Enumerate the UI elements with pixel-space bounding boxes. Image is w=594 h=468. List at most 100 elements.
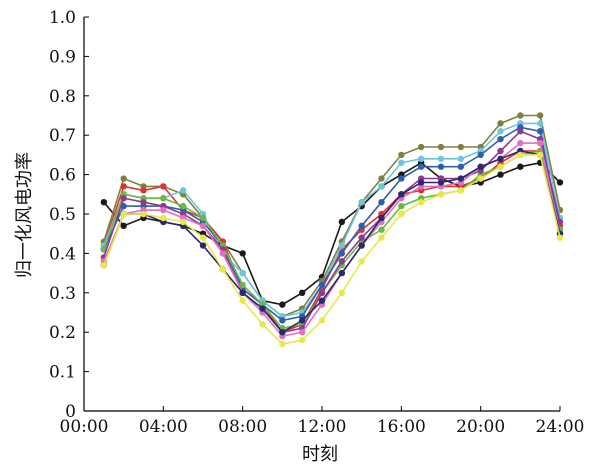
series-line xyxy=(103,130,561,334)
data-point xyxy=(358,242,365,249)
data-point xyxy=(279,317,286,324)
data-point xyxy=(417,163,425,170)
data-point xyxy=(100,262,108,269)
data-point xyxy=(497,155,504,163)
y-tick-label: 1.0 xyxy=(49,8,76,28)
data-point xyxy=(398,159,405,166)
data-point xyxy=(457,175,465,182)
series-line xyxy=(103,150,561,330)
data-point xyxy=(199,234,207,241)
data-point xyxy=(358,222,365,230)
data-point xyxy=(378,175,385,182)
data-point xyxy=(259,321,266,328)
data-point xyxy=(556,179,564,186)
data-point xyxy=(457,155,465,163)
data-point xyxy=(338,258,346,265)
data-point xyxy=(140,198,147,206)
data-point xyxy=(219,250,227,257)
data-point xyxy=(398,210,405,218)
data-point xyxy=(497,120,504,127)
data-point xyxy=(477,151,484,159)
series-line xyxy=(103,161,561,306)
data-point xyxy=(120,183,127,190)
data-point xyxy=(497,135,504,143)
data-point xyxy=(239,250,246,257)
data-point xyxy=(497,171,504,178)
data-point xyxy=(179,218,187,226)
data-point xyxy=(120,222,127,230)
data-point xyxy=(536,112,544,119)
data-point xyxy=(140,210,147,218)
data-point xyxy=(160,206,167,214)
data-point xyxy=(318,297,326,304)
data-point xyxy=(556,234,564,241)
data-point xyxy=(199,214,207,222)
data-point xyxy=(536,120,544,127)
data-point xyxy=(298,329,306,336)
data-point xyxy=(477,175,484,182)
data-point xyxy=(378,226,385,233)
data-point xyxy=(318,281,326,289)
data-point xyxy=(239,281,246,289)
data-point xyxy=(120,210,127,218)
data-point xyxy=(457,187,465,194)
x-tick-label: 24:00 xyxy=(536,417,585,437)
data-point xyxy=(517,163,524,170)
data-point xyxy=(417,179,425,186)
data-point xyxy=(517,139,524,147)
data-point xyxy=(179,187,187,194)
series-layer xyxy=(100,112,564,348)
series-line xyxy=(103,126,561,322)
data-point xyxy=(536,139,544,147)
data-point xyxy=(437,191,445,198)
data-point xyxy=(477,163,484,170)
data-point xyxy=(398,175,405,182)
data-point xyxy=(437,143,445,151)
data-point xyxy=(120,175,127,182)
x-tick-label: 20:00 xyxy=(456,417,505,437)
data-point xyxy=(279,340,286,348)
data-point xyxy=(358,258,365,265)
data-point xyxy=(338,250,346,257)
data-point xyxy=(160,183,167,190)
x-tick-label: 12:00 xyxy=(298,417,347,437)
data-point xyxy=(417,198,425,206)
data-point xyxy=(298,317,306,324)
data-point xyxy=(100,198,108,206)
y-tick-label: 0.8 xyxy=(49,87,76,107)
data-point xyxy=(298,336,306,344)
y-tick-label: 0.2 xyxy=(49,323,76,343)
data-point xyxy=(338,289,346,296)
series-6 xyxy=(100,147,564,332)
data-point xyxy=(298,289,306,296)
data-point xyxy=(437,179,445,186)
y-axis-title: 归一化风电功率 xyxy=(14,152,35,278)
data-point xyxy=(358,198,365,206)
y-tick-label: 0.1 xyxy=(49,363,76,383)
data-point xyxy=(338,218,346,226)
data-point xyxy=(239,269,246,277)
x-tick-label: 16:00 xyxy=(377,417,426,437)
data-point xyxy=(437,163,445,170)
data-point xyxy=(338,269,346,277)
data-point xyxy=(358,234,365,241)
y-tick-label: 0 xyxy=(65,402,76,422)
data-point xyxy=(239,297,246,304)
data-point xyxy=(417,143,425,151)
data-point xyxy=(279,301,286,308)
data-point xyxy=(536,151,544,159)
data-point xyxy=(239,289,246,296)
data-point xyxy=(318,289,326,296)
data-point xyxy=(437,155,445,163)
data-point xyxy=(497,128,504,135)
y-tick-label: 0.5 xyxy=(49,205,76,225)
data-point xyxy=(120,195,127,202)
y-tick-label: 0.7 xyxy=(49,126,76,146)
data-point xyxy=(378,214,385,222)
data-point xyxy=(199,222,207,230)
y-tick-label: 0.9 xyxy=(49,47,76,67)
series-10 xyxy=(100,151,564,348)
data-point xyxy=(457,163,465,170)
data-point xyxy=(517,151,524,159)
